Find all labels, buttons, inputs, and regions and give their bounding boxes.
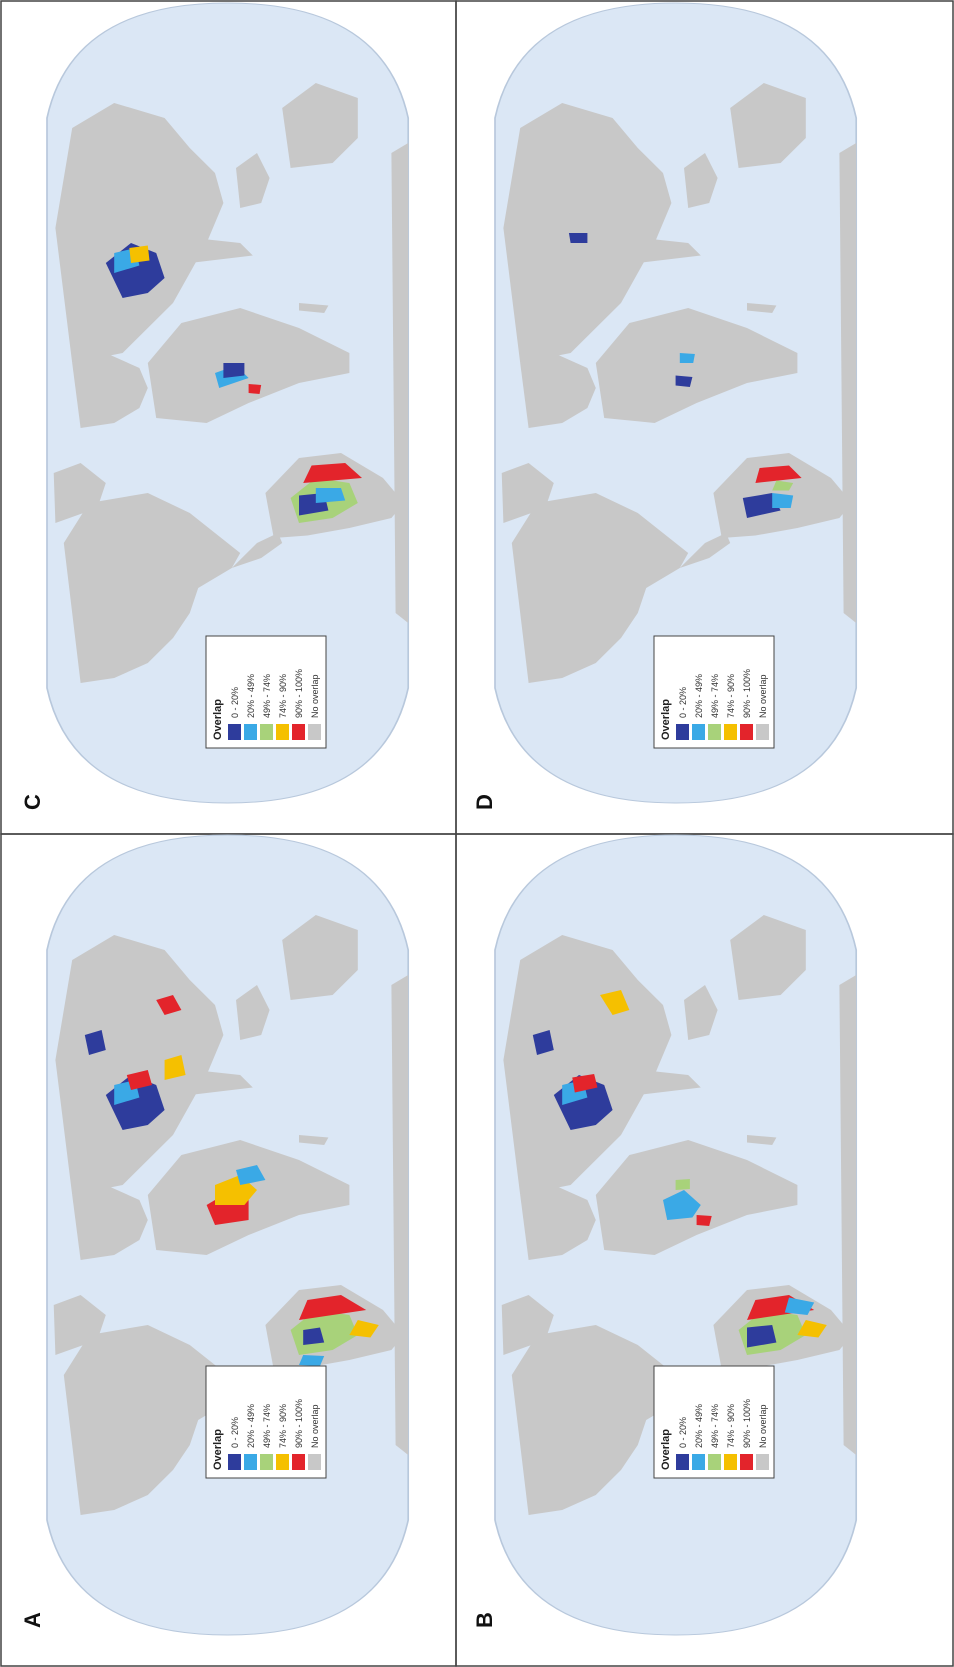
legend-title: Overlap [660, 699, 672, 740]
legend-swatch [756, 1454, 769, 1470]
panel-c [46, 2, 410, 804]
legend-item-label: 0 - 20% [230, 687, 240, 718]
legend-d: Overlap 0 - 20% 20% - 49% 49% - 74% 74% - 90… [653, 635, 775, 749]
legend-item-label: 90% - 100% [294, 669, 304, 718]
legend-swatch [260, 724, 273, 740]
legend-swatch [740, 724, 753, 740]
panel-d [494, 2, 858, 804]
legend-item-label: 0 - 20% [230, 1417, 240, 1448]
legend-box [653, 635, 775, 749]
panel-label-c: C [20, 794, 45, 810]
legend-swatch [260, 1454, 273, 1470]
legend-swatch [724, 1454, 737, 1470]
legend-item-label: 90% - 100% [742, 669, 752, 718]
legend-swatch [724, 724, 737, 740]
legend-swatch [276, 1454, 289, 1470]
legend-swatch [244, 1454, 257, 1470]
legend-swatch [756, 724, 769, 740]
legend-swatch [228, 1454, 241, 1470]
panel-b [494, 834, 858, 1636]
legend-item-label: 90% - 100% [742, 1399, 752, 1448]
panel-frame-d [455, 0, 954, 835]
legend-item-label: No overlap [310, 674, 320, 718]
legend-box [653, 1365, 775, 1479]
legend-swatch [292, 724, 305, 740]
legend-item-label: 20% - 49% [694, 674, 704, 718]
legend-item-label: 20% - 49% [246, 674, 256, 718]
panel-label-d: D [472, 794, 497, 810]
legend-swatch [740, 1454, 753, 1470]
legend-item-label: 49% - 74% [710, 1404, 720, 1448]
legend-b: Overlap 0 - 20% 20% - 49% 49% - 74% 74% - 90… [653, 1365, 775, 1479]
legend-swatch [228, 724, 241, 740]
legend-item-label: 20% - 49% [246, 1404, 256, 1448]
legend-box [205, 635, 327, 749]
legend-swatch [308, 1454, 321, 1470]
overlap-regions-d [568, 233, 802, 518]
overlap-regions-a [84, 995, 379, 1403]
panel-label-b: B [472, 1612, 497, 1628]
legend-item-label: 49% - 74% [262, 674, 272, 718]
legend-c: Overlap 0 - 20% 20% - 49% 49% - 74% 74% - 90… [205, 635, 327, 749]
legend-item-label: No overlap [310, 1404, 320, 1448]
legend-swatch [676, 724, 689, 740]
legend-swatch [276, 724, 289, 740]
legend-title: Overlap [212, 699, 224, 740]
legend-item-label: 74% - 90% [726, 674, 736, 718]
legend-title: Overlap [212, 1429, 224, 1470]
legend-box [205, 1365, 327, 1479]
legend-swatch [708, 724, 721, 740]
legend-swatch [708, 1454, 721, 1470]
legend-item-label: 90% - 100% [294, 1399, 304, 1448]
legend-item-label: No overlap [758, 674, 768, 718]
legend-swatch [676, 1454, 689, 1470]
legend-swatch [244, 724, 257, 740]
legend-title: Overlap [660, 1429, 672, 1470]
legend-a: Overlap 0 - 20% 20% - 49% 49% - 74% 74% - 90… [205, 1365, 327, 1479]
legend-item-label: 20% - 49% [694, 1404, 704, 1448]
legend-swatch [292, 1454, 305, 1470]
panel-label-a: A [20, 1612, 45, 1628]
legend-item-label: 49% - 74% [710, 674, 720, 718]
overlap-regions-c [105, 243, 363, 523]
legend-item-label: 74% - 90% [278, 1404, 288, 1448]
legend-item-label: 0 - 20% [678, 687, 688, 718]
legend-item-label: 49% - 74% [262, 1404, 272, 1448]
legend-swatch [692, 724, 705, 740]
legend-item-label: 0 - 20% [678, 1417, 688, 1448]
panel-a [46, 834, 410, 1636]
legend-item-label: No overlap [758, 1404, 768, 1448]
legend-item-label: 74% - 90% [278, 674, 288, 718]
legend-item-label: 74% - 90% [726, 1404, 736, 1448]
legend-swatch [308, 724, 321, 740]
legend-swatch [692, 1454, 705, 1470]
